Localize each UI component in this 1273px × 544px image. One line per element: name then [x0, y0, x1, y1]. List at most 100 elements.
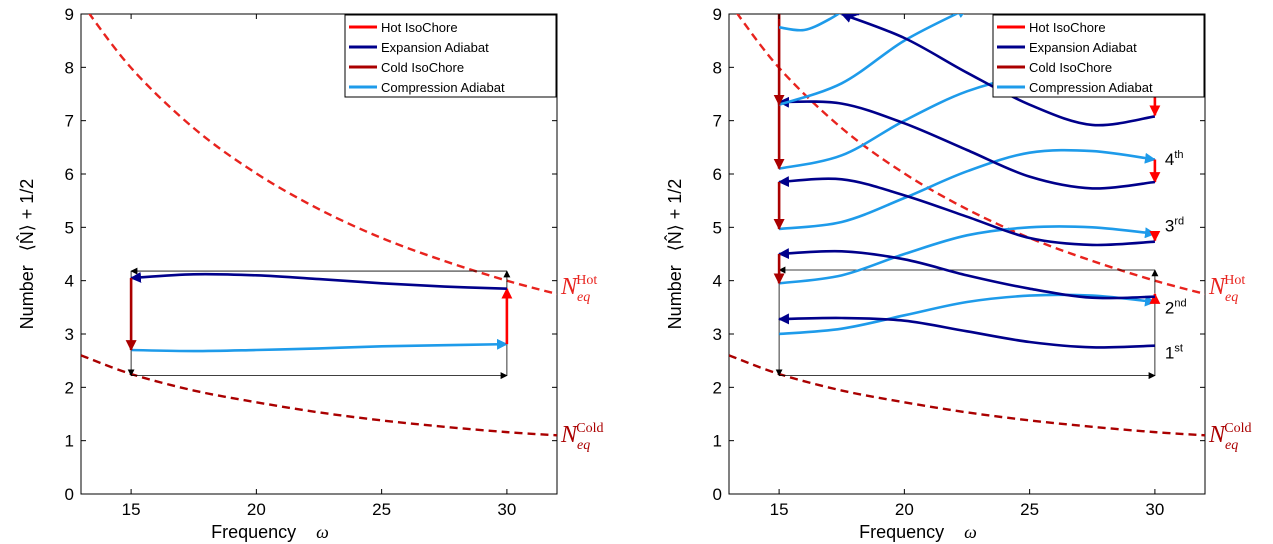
right-cycle-label-num-3: 3 — [1165, 217, 1174, 236]
right-cycle-label-sup-2: nd — [1174, 297, 1186, 309]
right-ytick-label-1: 1 — [713, 432, 722, 451]
right-x-axis-label-text: Frequency — [859, 522, 944, 542]
right-neq-hot-sup: Hot — [1224, 273, 1245, 288]
right-cycle-label-num-4: 4 — [1165, 150, 1174, 169]
right-legend: Hot IsoChore Expansion Adiabat Cold IsoC… — [992, 14, 1205, 98]
left-neq-cold-curve — [81, 354, 557, 437]
left-xtick-label-30: 30 — [497, 500, 516, 519]
left-ytick-label-2: 2 — [65, 378, 74, 397]
right-series-compression-adiabat-18 — [778, 14, 841, 32]
right-ytick-label-8: 8 — [713, 58, 722, 77]
right-legend-label-cold: Cold IsoChore — [1029, 60, 1112, 75]
right-neq-cold-main: N — [1208, 422, 1227, 448]
right-cycle-label-num-2: 2 — [1165, 298, 1174, 317]
right-ytick-label-9: 9 — [713, 5, 722, 24]
left-ytick-label-6: 6 — [65, 165, 74, 184]
left-legend-box — [344, 14, 557, 98]
left-series-compression-adiabat-0 — [131, 338, 508, 353]
right-neq-hot-curve — [736, 14, 1205, 296]
left-y-axis-symbol: ⟨N̂⟩ + 1/2 — [16, 179, 37, 252]
left-ytick-label-5: 5 — [65, 218, 74, 237]
right-ytick-label-4: 4 — [713, 272, 722, 291]
right-cycle-label-2: 2nd — [1165, 297, 1187, 317]
right-xtick-label-15: 15 — [770, 500, 789, 519]
right-neq-cold-sup: Cold — [1224, 421, 1251, 436]
right-xtick-label-30: 30 — [1145, 500, 1164, 519]
left-neq-hot-label: Neq Hot — [560, 273, 597, 305]
left-x-axis-label-text: Frequency — [211, 522, 296, 542]
left-neq-hot-sub: eq — [577, 290, 590, 305]
right-y-axis-label-text: Number — [665, 265, 685, 329]
right-legend-box — [992, 14, 1205, 98]
right-series-compression-adiabat-7 — [778, 148, 1156, 231]
right-cycle-label-4: 4th — [1165, 149, 1184, 169]
right-neq-cold-label: Neq Cold — [1208, 421, 1251, 453]
right-ytick-label-2: 2 — [713, 378, 722, 397]
right-neq-hot-sub: eq — [1225, 290, 1238, 305]
right-legend-label-hot: Hot IsoChore — [1029, 20, 1106, 35]
right-y-axis-label: Number ⟨N̂⟩ + 1/2 — [664, 179, 685, 330]
right-x-axis-label: Frequency ω — [859, 522, 977, 542]
right-cycle-label-3: 3rd — [1165, 216, 1184, 236]
left-xtick-label-25: 25 — [372, 500, 391, 519]
left-plot-area — [81, 14, 557, 437]
left-ytick-label-1: 1 — [65, 432, 74, 451]
left-y-axis-label-text: Number — [17, 265, 37, 329]
right-cycle-annotations: 1st 2nd 3rd 4th — [1165, 149, 1187, 363]
right-series-expansion-adiabat-5 — [778, 248, 1155, 300]
right-cycle-label-1: 1st — [1165, 343, 1183, 363]
left-ytick-label-3: 3 — [65, 325, 74, 344]
right-ytick-label-7: 7 — [713, 112, 722, 131]
left-neq-hot-main: N — [560, 274, 579, 300]
left-legend: Hot IsoChore Expansion Adiabat Cold IsoC… — [344, 14, 557, 98]
left-legend-label-cold: Cold IsoChore — [381, 60, 464, 75]
right-series-compression-adiabat-0 — [778, 293, 1156, 336]
left-x-axis-symbol: ω — [316, 522, 329, 542]
right-series-compression-adiabat-14 — [778, 14, 968, 106]
left-neq-cold-main: N — [560, 422, 579, 448]
right-neq-hot-main: N — [1208, 274, 1227, 300]
left-legend-label-hot: Hot IsoChore — [381, 20, 458, 35]
right-cycle-label-sup-3: rd — [1174, 216, 1184, 228]
left-ytick-label-8: 8 — [65, 58, 74, 77]
left-xtick-label-20: 20 — [247, 500, 266, 519]
left-ytick-label-7: 7 — [65, 112, 74, 131]
left-y-axis-label: Number ⟨N̂⟩ + 1/2 — [16, 179, 37, 330]
right-series-expansion-adiabat-12 — [778, 96, 1156, 190]
right-legend-label-expansion: Expansion Adiabat — [1029, 40, 1137, 55]
right-cycle-label-num-1: 1 — [1165, 344, 1174, 363]
right-ytick-label-5: 5 — [713, 218, 722, 237]
left-legend-label-compression: Compression Adiabat — [381, 80, 505, 95]
left-ticks: 15 20 25 30 0 1 2 3 4 5 6 7 8 9 — [65, 5, 557, 519]
left-neq-cold-sub: eq — [577, 438, 590, 453]
left-neq-cold-label: Neq Cold — [560, 421, 603, 453]
right-series-expansion-adiabat-19 — [846, 14, 861, 19]
right-series-expansion-adiabat-9 — [778, 176, 1155, 247]
left-x-axis-label: Frequency ω — [211, 522, 329, 542]
right-series-expansion-adiabat-2 — [778, 313, 1155, 349]
left-neq-hot-curve — [88, 14, 557, 296]
left-ytick-label-4: 4 — [65, 272, 74, 291]
right-neq-cold-sub: eq — [1225, 438, 1238, 453]
right-y-axis-symbol: ⟨N̂⟩ + 1/2 — [664, 179, 685, 252]
right-ytick-label-6: 6 — [713, 165, 722, 184]
left-ytick-label-0: 0 — [65, 485, 74, 504]
right-x-axis-symbol: ω — [964, 522, 977, 542]
left-legend-label-expansion: Expansion Adiabat — [381, 40, 489, 55]
right-series-compression-adiabat-3 — [778, 225, 1156, 285]
right-cycle-label-sup-4: th — [1174, 149, 1183, 161]
left-series-expansion-adiabat-2 — [130, 271, 507, 290]
right-neq-hot-label: Neq Hot — [1208, 273, 1245, 305]
right-ytick-label-0: 0 — [713, 485, 722, 504]
left-panel: 15 20 25 30 0 1 2 3 4 5 6 7 8 9 Frequency ω Number ⟨N̂⟩… — [16, 5, 603, 542]
right-neq-cold-curve — [729, 354, 1205, 437]
right-ytick-label-3: 3 — [713, 325, 722, 344]
right-legend-label-compression: Compression Adiabat — [1029, 80, 1153, 95]
left-ytick-label-9: 9 — [65, 5, 74, 24]
right-ticks: 15 20 25 30 0 1 2 3 4 5 6 7 8 9 — [713, 5, 1205, 519]
right-xtick-label-25: 25 — [1020, 500, 1039, 519]
left-neq-hot-sup: Hot — [576, 273, 597, 288]
right-xtick-label-20: 20 — [895, 500, 914, 519]
